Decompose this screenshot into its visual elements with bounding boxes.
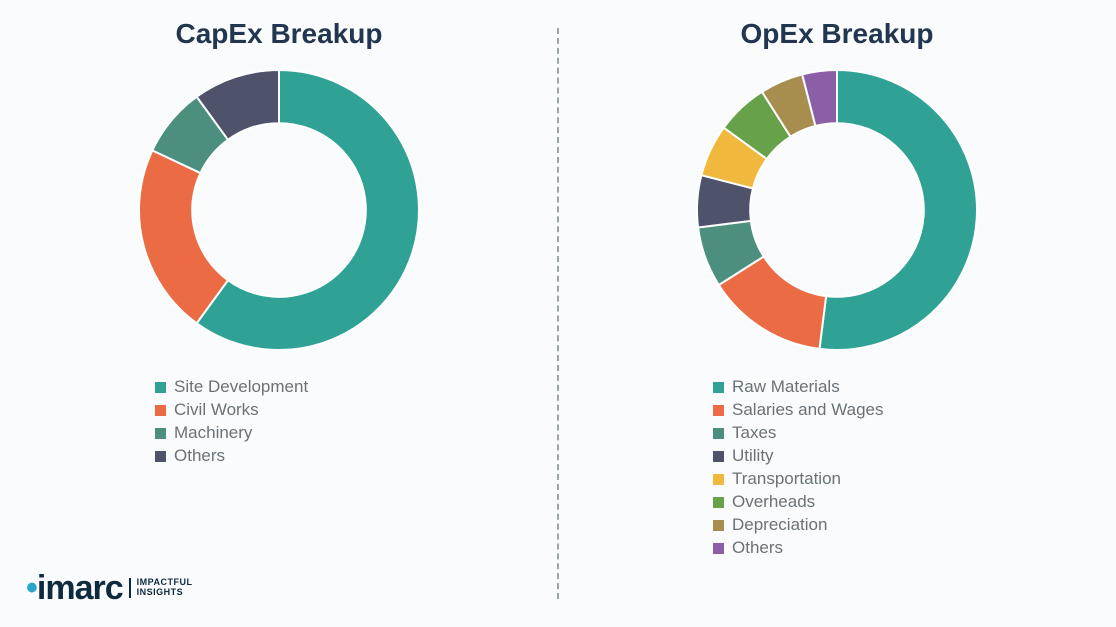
charts-container: CapEx Breakup Site Development Civil Work… bbox=[0, 0, 1116, 627]
opex-donut-wrap bbox=[687, 60, 987, 360]
legend-item: Taxes bbox=[713, 423, 884, 443]
legend-label: Raw Materials bbox=[732, 377, 840, 397]
legend-label: Utility bbox=[732, 446, 774, 466]
legend-label: Depreciation bbox=[732, 515, 827, 535]
legend-label: Taxes bbox=[732, 423, 776, 443]
brand-text: imarc bbox=[37, 569, 123, 607]
legend-swatch bbox=[155, 428, 166, 439]
legend-item: Salaries and Wages bbox=[713, 400, 884, 420]
opex-legend: Raw Materials Salaries and Wages Taxes Util… bbox=[558, 374, 884, 561]
legend-label: Others bbox=[174, 446, 225, 466]
capex-donut-wrap bbox=[129, 60, 429, 360]
legend-item: Others bbox=[155, 446, 308, 466]
legend-swatch bbox=[713, 382, 724, 393]
legend-swatch bbox=[155, 451, 166, 462]
capex-panel: CapEx Breakup Site Development Civil Work… bbox=[0, 0, 558, 627]
brand-logo: •imarc IMPACTFUL INSIGHTS bbox=[26, 571, 192, 605]
legend-item: Site Development bbox=[155, 377, 308, 397]
donut-slice-1 bbox=[139, 150, 228, 323]
brand-dot: • bbox=[26, 569, 37, 607]
opex-donut-chart bbox=[687, 60, 987, 360]
legend-swatch bbox=[713, 451, 724, 462]
legend-label: Machinery bbox=[174, 423, 252, 443]
brand-tagline-line2: INSIGHTS bbox=[137, 587, 184, 597]
legend-swatch bbox=[713, 520, 724, 531]
legend-label: Transportation bbox=[732, 469, 841, 489]
legend-swatch bbox=[713, 474, 724, 485]
legend-item: Civil Works bbox=[155, 400, 308, 420]
legend-label: Site Development bbox=[174, 377, 308, 397]
capex-donut-chart bbox=[129, 60, 429, 360]
legend-item: Transportation bbox=[713, 469, 884, 489]
legend-label: Salaries and Wages bbox=[732, 400, 884, 420]
panel-divider bbox=[557, 28, 559, 599]
legend-item: Machinery bbox=[155, 423, 308, 443]
brand-tagline-line1: IMPACTFUL bbox=[137, 577, 193, 587]
opex-title: OpEx Breakup bbox=[741, 18, 934, 50]
legend-label: Civil Works bbox=[174, 400, 259, 420]
legend-swatch bbox=[713, 405, 724, 416]
capex-title: CapEx Breakup bbox=[176, 18, 383, 50]
brand-tagline: IMPACTFUL INSIGHTS bbox=[129, 578, 193, 598]
opex-panel: OpEx Breakup Raw Materials Salaries and W… bbox=[558, 0, 1116, 627]
legend-label: Overheads bbox=[732, 492, 815, 512]
legend-item: Overheads bbox=[713, 492, 884, 512]
legend-swatch bbox=[155, 405, 166, 416]
legend-swatch bbox=[713, 497, 724, 508]
legend-item: Others bbox=[713, 538, 884, 558]
legend-item: Depreciation bbox=[713, 515, 884, 535]
legend-swatch bbox=[713, 543, 724, 554]
legend-label: Others bbox=[732, 538, 783, 558]
legend-swatch bbox=[713, 428, 724, 439]
legend-item: Utility bbox=[713, 446, 884, 466]
capex-legend: Site Development Civil Works Machinery Othe… bbox=[0, 374, 308, 469]
legend-item: Raw Materials bbox=[713, 377, 884, 397]
legend-swatch bbox=[155, 382, 166, 393]
brand-mark: •imarc bbox=[26, 571, 123, 605]
donut-slice-0 bbox=[819, 70, 977, 350]
